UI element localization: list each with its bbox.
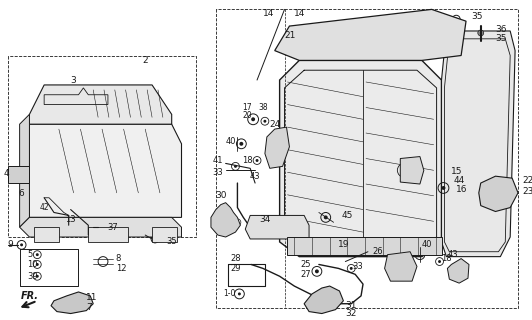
Text: 39: 39 xyxy=(28,272,38,281)
Text: 19: 19 xyxy=(338,240,349,249)
Circle shape xyxy=(239,142,243,146)
Text: 18: 18 xyxy=(242,156,253,165)
Circle shape xyxy=(234,165,237,168)
Text: 8: 8 xyxy=(116,254,121,263)
Text: 17: 17 xyxy=(243,103,252,112)
Text: 4: 4 xyxy=(4,169,10,178)
Circle shape xyxy=(238,292,241,295)
Text: 42: 42 xyxy=(39,203,49,212)
Polygon shape xyxy=(287,237,442,255)
Text: 41: 41 xyxy=(213,156,223,165)
Text: 25: 25 xyxy=(301,260,311,269)
Text: 45: 45 xyxy=(342,211,353,220)
Circle shape xyxy=(442,186,445,190)
Polygon shape xyxy=(211,203,240,237)
Text: 43: 43 xyxy=(250,172,260,181)
Polygon shape xyxy=(20,114,29,227)
Text: 12: 12 xyxy=(116,264,126,273)
Polygon shape xyxy=(20,217,181,237)
Polygon shape xyxy=(275,9,466,60)
Text: 33: 33 xyxy=(212,168,223,177)
Text: 28: 28 xyxy=(230,254,241,263)
Polygon shape xyxy=(479,176,518,212)
Text: 23: 23 xyxy=(522,188,532,196)
Polygon shape xyxy=(400,156,424,184)
Text: 27: 27 xyxy=(301,270,311,279)
Polygon shape xyxy=(152,227,177,242)
Text: 9: 9 xyxy=(8,240,14,249)
Text: 2: 2 xyxy=(143,56,148,65)
Text: 37: 37 xyxy=(107,223,118,232)
Text: 43: 43 xyxy=(448,250,459,259)
Text: 26: 26 xyxy=(372,247,383,256)
Circle shape xyxy=(350,267,353,270)
Text: 32: 32 xyxy=(345,309,357,318)
Polygon shape xyxy=(447,259,469,283)
Text: 13: 13 xyxy=(65,215,76,224)
Circle shape xyxy=(71,301,77,307)
Circle shape xyxy=(255,159,259,162)
Circle shape xyxy=(263,120,267,123)
Polygon shape xyxy=(35,227,59,242)
Text: 38: 38 xyxy=(258,103,268,112)
Circle shape xyxy=(154,237,156,240)
Text: 1-0: 1-0 xyxy=(223,289,236,299)
Circle shape xyxy=(438,260,441,263)
Text: 24: 24 xyxy=(269,120,280,129)
Text: 16: 16 xyxy=(456,185,468,195)
Text: 34: 34 xyxy=(259,215,271,224)
Polygon shape xyxy=(29,85,172,124)
Text: 40: 40 xyxy=(226,137,236,146)
Text: 35: 35 xyxy=(167,237,177,246)
Text: 14: 14 xyxy=(294,9,305,18)
Text: 3: 3 xyxy=(71,76,77,84)
Text: 7: 7 xyxy=(86,303,92,312)
Polygon shape xyxy=(442,31,515,257)
Circle shape xyxy=(418,253,422,257)
Circle shape xyxy=(20,244,23,246)
Text: 22: 22 xyxy=(522,176,532,185)
Polygon shape xyxy=(29,124,181,217)
Circle shape xyxy=(321,298,326,303)
Circle shape xyxy=(36,275,39,278)
Circle shape xyxy=(455,18,458,21)
Polygon shape xyxy=(385,252,417,281)
Circle shape xyxy=(36,263,39,266)
Text: 35: 35 xyxy=(471,12,483,21)
Circle shape xyxy=(32,191,36,195)
Text: 6: 6 xyxy=(19,189,24,198)
Text: 30: 30 xyxy=(215,191,227,200)
Polygon shape xyxy=(245,215,309,239)
Circle shape xyxy=(478,30,484,36)
Text: 35: 35 xyxy=(495,34,507,43)
Text: FR.: FR. xyxy=(20,291,38,301)
Text: 5: 5 xyxy=(28,250,33,259)
Text: 15: 15 xyxy=(451,167,463,176)
Text: 10: 10 xyxy=(28,260,38,269)
Text: 44: 44 xyxy=(453,176,464,185)
Text: 31: 31 xyxy=(345,301,357,310)
Text: 11: 11 xyxy=(86,293,98,302)
Text: 20: 20 xyxy=(243,111,252,120)
Circle shape xyxy=(101,225,105,229)
Text: 14: 14 xyxy=(263,9,275,18)
Polygon shape xyxy=(8,166,29,183)
Text: 40: 40 xyxy=(421,240,432,249)
Text: 36: 36 xyxy=(495,25,507,34)
Polygon shape xyxy=(265,127,289,168)
Text: 21: 21 xyxy=(285,31,296,40)
Circle shape xyxy=(324,215,328,219)
Circle shape xyxy=(251,117,255,121)
Text: 18: 18 xyxy=(441,254,452,263)
Text: 33: 33 xyxy=(353,262,363,271)
Polygon shape xyxy=(304,286,343,314)
Circle shape xyxy=(36,253,39,256)
Circle shape xyxy=(315,269,319,273)
Polygon shape xyxy=(44,88,108,105)
Polygon shape xyxy=(51,292,93,314)
Text: 29: 29 xyxy=(230,264,240,273)
Polygon shape xyxy=(88,227,128,242)
Polygon shape xyxy=(280,60,442,257)
